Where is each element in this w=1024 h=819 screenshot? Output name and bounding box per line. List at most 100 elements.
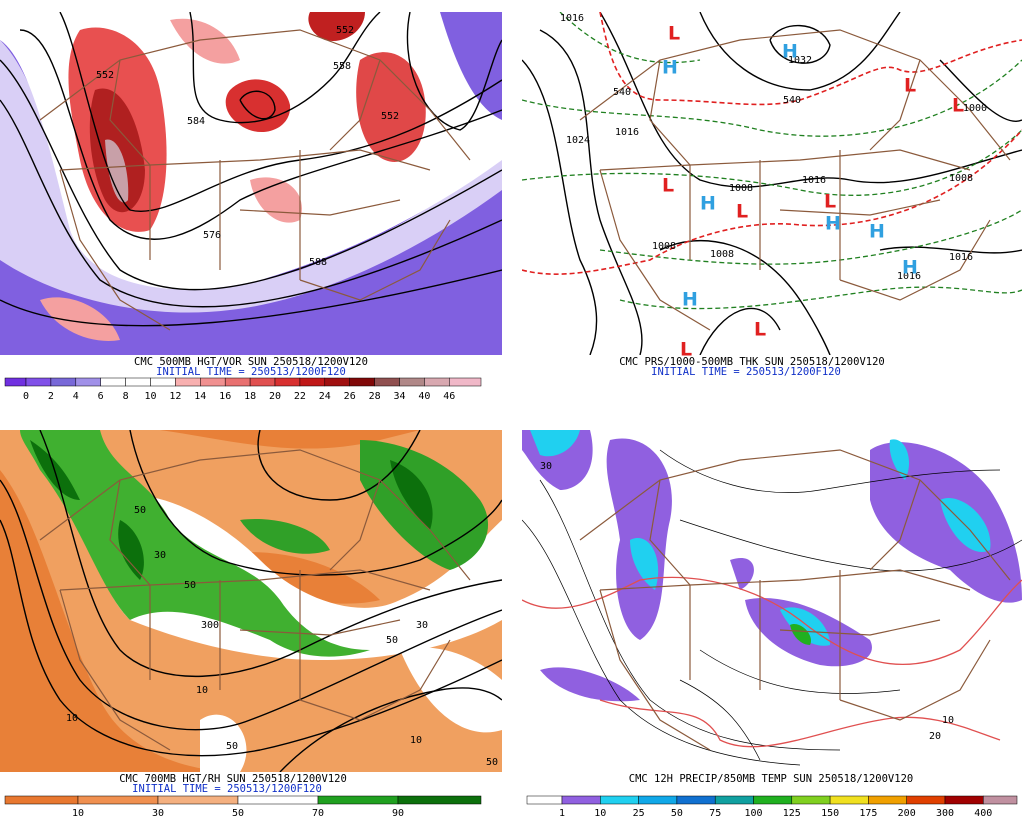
contour-label: 540 <box>783 95 801 106</box>
contour-label: 10 <box>410 735 422 746</box>
colorbar-segment <box>224 377 251 387</box>
colorbar-segment <box>4 377 27 387</box>
colorbar-label: 46 <box>443 391 455 402</box>
freezing-line <box>522 576 1022 748</box>
vorticity-weak <box>40 18 302 341</box>
colorbar-label: 10 <box>72 808 84 819</box>
high-center: H <box>662 57 678 79</box>
caption: CMC PRS/1000-500MB THK SUN 250518/1200V1… <box>619 356 885 368</box>
colorbar-label: 90 <box>392 808 404 819</box>
high-center: H <box>902 257 918 279</box>
contour-label: 50 <box>134 505 146 516</box>
colorbar-label: 400 <box>974 808 992 819</box>
colorbar-label: 8 <box>123 391 129 402</box>
colorbar-segment <box>75 377 101 387</box>
colorbar-label: 1 <box>559 808 565 819</box>
colorbar-label: 100 <box>744 808 762 819</box>
saturated-area <box>30 440 433 580</box>
contour-label: 1008 <box>652 241 676 252</box>
caption: CMC 500MB HGT/VOR SUN 250518/1200V120 <box>134 356 368 368</box>
vorticity-positive <box>225 79 291 133</box>
colorbar-label: 25 <box>633 808 645 819</box>
contour-label: 1008 <box>949 173 973 184</box>
colorbar-label: 6 <box>98 391 104 402</box>
colorbar-label: 10 <box>144 391 156 402</box>
initial-time: INITIAL TIME = 250513/1200F120 <box>651 366 841 378</box>
low-center: L <box>668 23 680 45</box>
moist-area <box>96 494 502 660</box>
height-contours <box>0 430 502 772</box>
low-center: L <box>904 75 916 97</box>
colorbar-segment <box>561 795 601 805</box>
colorbar-segment <box>868 795 907 805</box>
colorbar-segment <box>77 795 159 805</box>
contour-label: 30 <box>416 620 428 631</box>
colorbar-label: 28 <box>369 391 381 402</box>
high-center: H <box>825 213 841 235</box>
colorbar-segment <box>526 795 563 805</box>
contour-label: 1024 <box>566 135 590 146</box>
high-center: H <box>782 41 798 63</box>
contour-label: 584 <box>187 116 205 127</box>
initial-time: INITIAL TIME = 250513/1200F120 <box>132 783 322 795</box>
contour-label: 1008 <box>710 249 734 260</box>
colorbar-segment <box>374 377 400 387</box>
caption: CMC 700MB HGT/RH SUN 250518/1200V120 <box>119 773 347 785</box>
colorbar-segment <box>100 377 126 387</box>
colorbar-label: 125 <box>783 808 801 819</box>
precipitation-map <box>522 430 1022 772</box>
colorbar-label: 2 <box>48 391 54 402</box>
colorbar-label: 14 <box>194 391 206 402</box>
initial-time: INITIAL TIME = 250513/1200F120 <box>156 366 346 378</box>
colorbar-segment <box>4 795 79 805</box>
contour-label: 50 <box>226 741 238 752</box>
colorbar-label: 0 <box>23 391 29 402</box>
colorbar-segment <box>983 795 1018 805</box>
contour-label: 588 <box>309 257 327 268</box>
colorbar-segment <box>324 377 350 387</box>
pressure-map <box>522 12 1022 355</box>
colorbar-label: 40 <box>418 391 430 402</box>
contour-label: 1016 <box>615 127 639 138</box>
contour-label: 558 <box>333 61 351 72</box>
contour-label: 20 <box>929 731 941 742</box>
contour-label: 576 <box>203 230 221 241</box>
captions: CMC 500MB HGT/VOR SUN 250518/1200V120 IN… <box>119 356 913 795</box>
colorbar-segment <box>791 795 831 805</box>
low-center: L <box>736 201 748 223</box>
colorbar-label: 200 <box>898 808 916 819</box>
colorbar-segment <box>249 377 276 387</box>
colorbar-label: 20 <box>269 391 281 402</box>
contour-label: 540 <box>613 87 631 98</box>
vorticity-negative <box>0 40 502 355</box>
contour-label: 1016 <box>802 175 826 186</box>
colorbar-segment <box>317 795 399 805</box>
colorbar-label: 26 <box>344 391 356 402</box>
precip-light <box>870 442 1022 603</box>
high-center: H <box>682 289 698 311</box>
colorbar-label: 24 <box>319 391 331 402</box>
colorbar-label: 12 <box>169 391 181 402</box>
dry-area <box>0 470 240 772</box>
contour-label: 50 <box>184 580 196 591</box>
colorbar-label: 18 <box>244 391 256 402</box>
caption: CMC 12H PRECIP/850MB TEMP SUN 250518/120… <box>629 773 913 785</box>
colorbar-label: 50 <box>232 808 244 819</box>
colorbar-segment <box>829 795 869 805</box>
colorbar-label: 34 <box>393 391 405 402</box>
precip-heavy <box>790 624 811 645</box>
colorbar-segment <box>237 795 319 805</box>
contour-label: 1032 <box>788 55 812 66</box>
contour-label: 1016 <box>949 252 973 263</box>
colorbar-segment <box>714 795 754 805</box>
colorbar-label: 30 <box>152 808 164 819</box>
contour-label: 552 <box>381 111 399 122</box>
colorbar-segment <box>299 377 326 387</box>
colorbar-segment <box>676 795 716 805</box>
colorbar-label: 16 <box>219 391 231 402</box>
contour-label: 1008 <box>729 183 753 194</box>
colorbar-label: 175 <box>859 808 877 819</box>
colorbar-segment <box>150 377 176 387</box>
contour-label: 1000 <box>963 103 987 114</box>
